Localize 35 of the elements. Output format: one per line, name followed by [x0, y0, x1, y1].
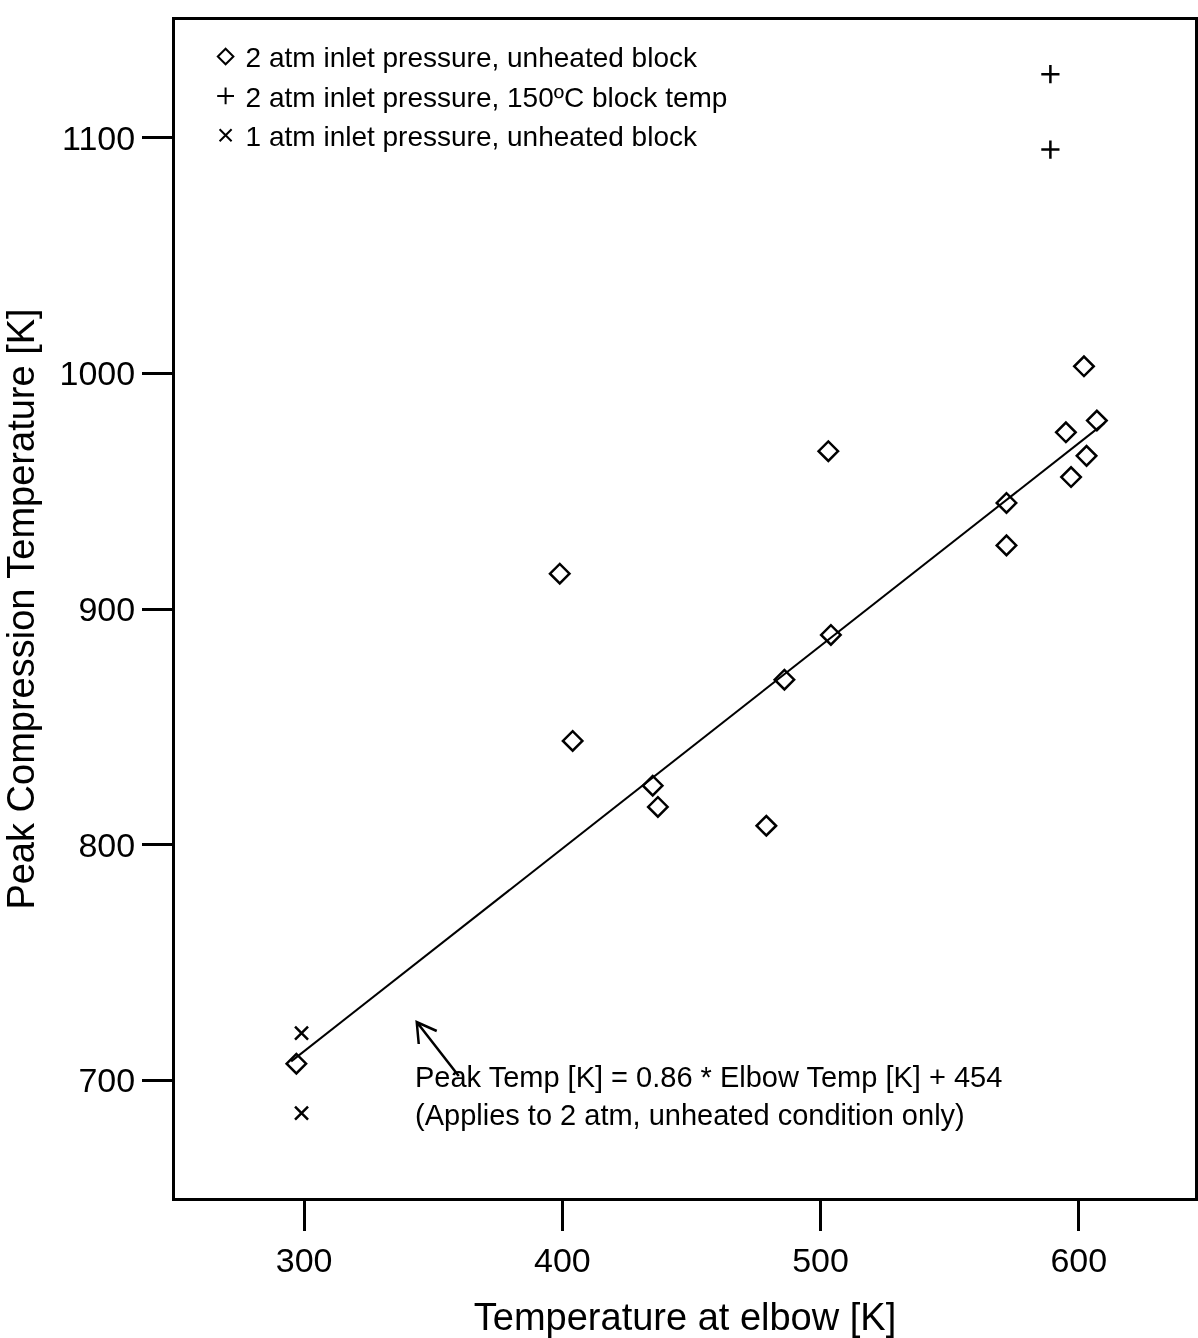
x-tick-label: 400	[533, 1240, 591, 1279]
point	[561, 729, 584, 752]
point	[817, 440, 840, 463]
point	[1054, 421, 1077, 444]
point	[995, 491, 1018, 514]
y-tick-label: 1100	[62, 118, 136, 157]
legend-label: 1 atm inlet pressure, unheated block	[245, 121, 698, 153]
point	[293, 1105, 310, 1121]
point	[819, 623, 842, 646]
x-axis-title: Temperature at elbow [K]	[473, 1296, 897, 1338]
y-axis-title: Peak Compression Temperature [K]	[0, 308, 42, 910]
x-tick-label: 300	[275, 1240, 333, 1279]
point	[1075, 444, 1098, 467]
x-tick-label: 600	[1050, 1240, 1108, 1279]
point	[995, 534, 1018, 557]
point	[773, 668, 796, 691]
point	[1040, 63, 1061, 85]
point	[1040, 139, 1061, 160]
point	[641, 774, 664, 797]
point	[1085, 409, 1108, 432]
point	[755, 814, 778, 837]
point	[1060, 466, 1083, 489]
point	[293, 1025, 310, 1041]
point	[1072, 355, 1095, 378]
legend-label: 2 atm inlet pressure, 150ºC block temp	[245, 81, 728, 113]
point	[285, 1052, 308, 1075]
x-tick-label: 500	[792, 1240, 849, 1279]
annotation: Peak Temp [K] = 0.86 * Elbow Temp [K] + 454 (Applies to 2 atm, unheated condition only)	[415, 1061, 1003, 1131]
legend-label: 2 atm inlet pressure, unheated block	[245, 42, 698, 74]
point	[548, 562, 571, 585]
y-tick-label: 700	[78, 1061, 136, 1100]
y-tick-label: 1000	[59, 354, 136, 393]
y-tick-label: 900	[78, 589, 136, 628]
point	[646, 795, 669, 818]
y-tick-label: 800	[78, 825, 136, 864]
